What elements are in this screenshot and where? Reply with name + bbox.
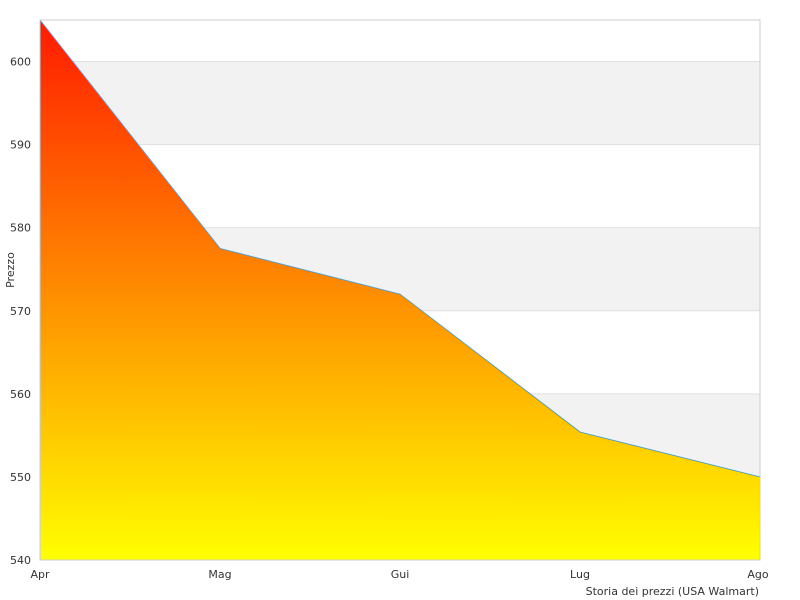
series-line xyxy=(39,19,761,478)
x-tick-label: Lug xyxy=(570,568,590,581)
y-tick-labels: 540 550 560 570 580 590 600 xyxy=(10,56,31,567)
area-fill xyxy=(40,20,760,560)
y-tick-label: 600 xyxy=(10,56,31,69)
x-tick-labels: Apr Mag Gui Lug Ago xyxy=(30,568,768,581)
y-tick-label: 560 xyxy=(10,388,31,401)
plot-frame xyxy=(39,19,761,561)
x-tick-label: Mag xyxy=(208,568,231,581)
x-tick-label: Apr xyxy=(30,568,50,581)
grid-band xyxy=(40,61,760,145)
y-tick-label: 580 xyxy=(10,222,31,235)
x-tick-label: Ago xyxy=(747,568,769,581)
y-tick-label: 550 xyxy=(10,471,31,484)
y-tick-label: 570 xyxy=(10,305,31,318)
y-axis-title: Prezzo xyxy=(4,252,17,288)
y-tick-label: 590 xyxy=(10,139,31,152)
y-tick-label: 540 xyxy=(10,554,31,567)
x-tick-label: Gui xyxy=(391,568,410,581)
x-axis-title: Storia dei prezzi (USA Walmart) xyxy=(586,585,759,598)
